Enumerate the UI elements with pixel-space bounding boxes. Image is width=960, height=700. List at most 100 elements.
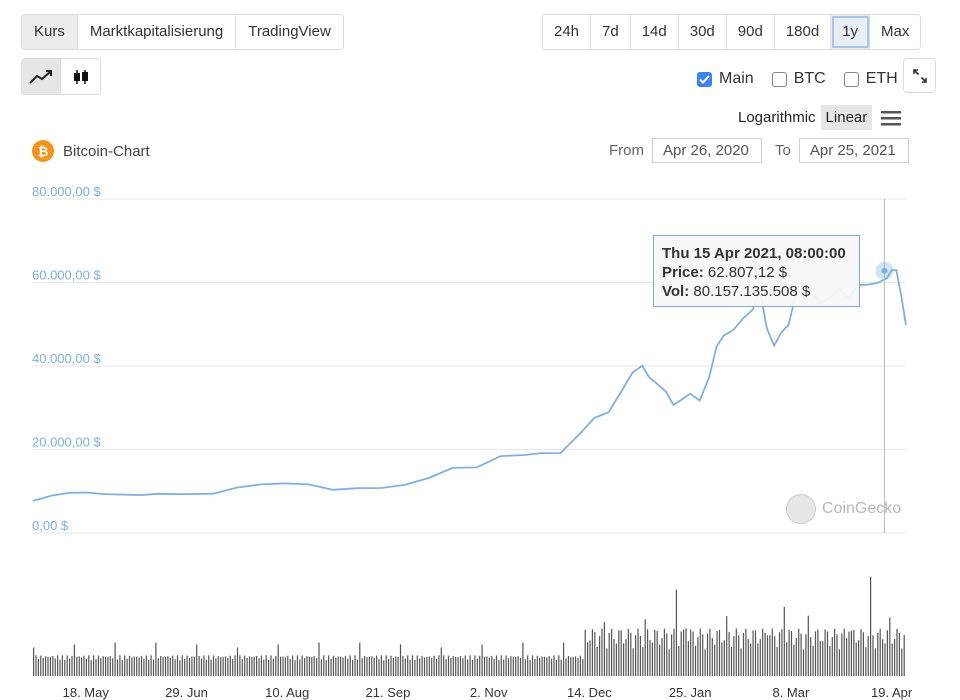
range-14d-button[interactable]: 14d — [630, 15, 679, 49]
volume-bar — [543, 656, 545, 676]
volume-bar — [229, 655, 231, 676]
candlestick-chart-button[interactable] — [61, 59, 100, 94]
from-date-input[interactable] — [652, 138, 762, 163]
volume-bar — [352, 660, 354, 676]
range-7d-button[interactable]: 7d — [591, 15, 631, 49]
volume-bar — [783, 606, 785, 676]
x-tick-label: 2. Nov — [470, 685, 508, 700]
volume-bar — [579, 655, 581, 676]
volume-bar — [47, 656, 49, 676]
hamburger-menu-icon[interactable] — [880, 109, 902, 127]
y-axis-labels: 80.000,00 $ 60.000,00 $ 40.000,00 $ 20.000,… — [32, 184, 101, 533]
volume-bar — [404, 658, 406, 676]
volume-bar — [754, 630, 757, 676]
volume-bar — [812, 645, 814, 676]
volume-bar — [884, 643, 886, 676]
range-180d-button[interactable]: 180d — [774, 15, 832, 49]
tab-marktkapitalisierung[interactable]: Marktkapitalisierung — [77, 15, 237, 49]
volume-bar — [790, 630, 793, 676]
volume-bar — [666, 633, 668, 676]
volume-bar — [632, 648, 634, 676]
range-max-button[interactable]: Max — [870, 15, 921, 49]
time-range-selector: 24h 7d 14d 30d 90d 180d 1y Max — [542, 14, 922, 50]
volume-bar — [505, 655, 507, 676]
volume-bar — [625, 639, 627, 676]
compare-eth-checkbox[interactable]: ETH — [843, 70, 898, 88]
volume-bar — [256, 656, 258, 676]
volume-bar — [476, 658, 478, 676]
range-30d-button[interactable]: 30d — [678, 15, 727, 49]
volume-bar — [380, 655, 382, 676]
volume-bar — [462, 658, 464, 676]
volume-bar — [73, 644, 75, 676]
volume-bar — [426, 656, 428, 676]
candlestick-icon — [73, 69, 88, 84]
compare-btc-checkbox[interactable]: BTC — [771, 70, 826, 88]
volume-bar — [277, 644, 279, 676]
volume-bar — [289, 658, 291, 676]
volume-bar — [323, 655, 325, 676]
volume-bar — [853, 629, 855, 676]
volume-bar — [575, 656, 577, 676]
checkbox-unchecked-icon[interactable] — [843, 71, 859, 87]
volume-bar — [675, 589, 677, 676]
range-24h-button[interactable]: 24h — [543, 15, 592, 49]
tab-kurs[interactable]: Kurs — [22, 15, 78, 49]
volume-bar — [35, 655, 37, 676]
volume-bar — [328, 655, 330, 676]
tooltip-date: Thu 15 Apr 2021, 08:00:00 — [662, 245, 846, 262]
range-90d-button[interactable]: 90d — [726, 15, 775, 49]
volume-bar — [577, 657, 579, 676]
volume-bar — [423, 657, 426, 676]
volume-bar — [90, 660, 92, 676]
volume-bar — [850, 630, 852, 676]
volume-bar — [810, 637, 812, 676]
volume-bar — [337, 656, 339, 676]
scale-linear-button[interactable]: Linear — [820, 105, 873, 130]
volume-bar — [515, 657, 517, 676]
volume-bar — [224, 656, 227, 676]
tooltip-vol-label: Vol: — [662, 283, 690, 300]
checkbox-checked-icon[interactable] — [697, 71, 712, 87]
volume-bar — [519, 658, 522, 676]
volume-bar — [730, 647, 733, 676]
volume-bar — [723, 640, 725, 676]
volume-bar — [692, 631, 694, 676]
volume-bar — [587, 642, 589, 676]
range-1y-button[interactable]: 1y — [831, 15, 871, 49]
volume-bar — [651, 642, 653, 676]
to-date-input[interactable] — [798, 138, 909, 163]
date-range: From To — [609, 138, 909, 163]
compare-btc-label: BTC — [793, 70, 826, 87]
volume-bar — [740, 648, 742, 676]
volume-bar — [33, 647, 35, 676]
volume-bars — [33, 576, 905, 676]
volume-bar — [325, 660, 327, 676]
tooltip-price-label: Price: — [662, 264, 704, 281]
volume-bar — [376, 655, 378, 676]
scale-logarithmic-button[interactable]: Logarithmic — [738, 109, 816, 126]
volume-bar — [709, 628, 711, 676]
volume-bar — [205, 659, 207, 676]
volume-bar — [596, 646, 598, 676]
volume-bar — [342, 657, 344, 676]
volume-bar — [145, 655, 147, 676]
volume-bar — [742, 632, 745, 676]
checkbox-unchecked-icon[interactable] — [771, 71, 787, 87]
tab-tradingview[interactable]: TradingView — [236, 15, 343, 49]
volume-bar — [656, 630, 658, 676]
volume-bar — [459, 656, 462, 676]
volume-bar — [332, 655, 334, 676]
compare-main-checkbox[interactable]: Main — [697, 70, 754, 88]
volume-bar — [37, 659, 39, 676]
volume-bar — [383, 660, 385, 676]
compare-eth-label: ETH — [865, 70, 898, 87]
fullscreen-button[interactable] — [903, 58, 936, 93]
x-tick-label: 19. Apr — [871, 685, 913, 700]
chart-title-text: Bitcoin-Chart — [63, 142, 150, 160]
volume-bar — [901, 648, 903, 676]
line-chart-button[interactable] — [22, 59, 61, 94]
volume-bar — [126, 658, 128, 676]
volume-bar — [642, 647, 644, 676]
